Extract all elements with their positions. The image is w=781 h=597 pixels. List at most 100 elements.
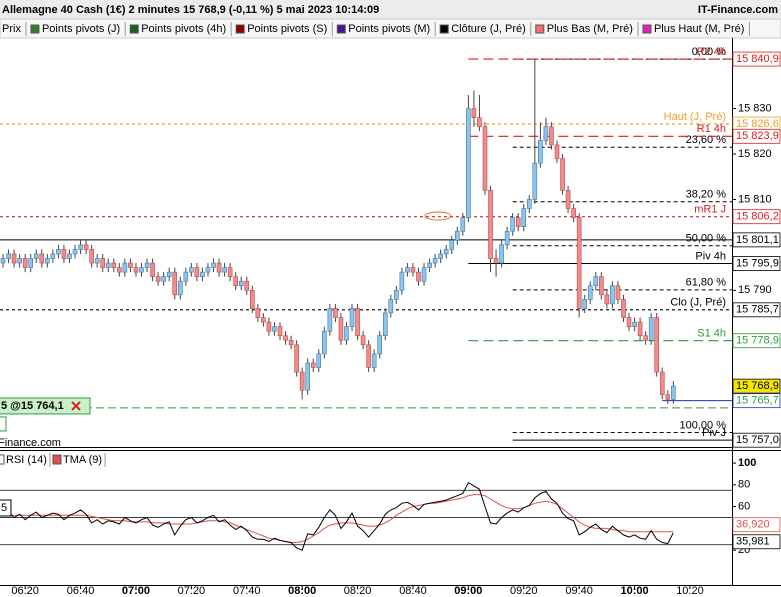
rsi-tick-label: 60	[738, 501, 750, 513]
candle-body	[50, 253, 56, 259]
candle-body	[560, 158, 565, 191]
fib-label: 0,00 %	[692, 46, 726, 58]
candle-body	[504, 230, 510, 246]
legend-item[interactable]: Clôture (J, Pré)	[451, 23, 526, 35]
candle-body	[654, 317, 660, 373]
candle-body	[582, 299, 588, 309]
price-box	[732, 333, 781, 349]
candle-body	[61, 249, 67, 259]
legend-item[interactable]: Plus Bas (M, Pré)	[547, 23, 633, 35]
candle-body	[416, 271, 421, 282]
price-box	[732, 432, 781, 448]
candle-body	[166, 271, 172, 277]
price-label: 15 795,9	[736, 257, 779, 269]
legend-swatch	[129, 24, 139, 34]
candle-body	[538, 140, 543, 164]
candle-body	[189, 267, 194, 273]
y-tick-label: 15 830	[738, 102, 772, 114]
candle-body	[587, 285, 593, 300]
rsi-legend-item[interactable]: TMA (9)	[63, 454, 102, 466]
legend-item[interactable]: Points pivots (S)	[247, 23, 327, 35]
candle-body	[0, 258, 6, 264]
y-tick-label: 15 790	[738, 284, 772, 296]
candle-body	[94, 258, 100, 264]
candle-body	[83, 244, 89, 250]
candle-body	[117, 267, 122, 273]
rsi-value-box	[732, 534, 781, 550]
position-box	[0, 397, 91, 415]
candle-body	[471, 108, 477, 118]
candle-body	[565, 190, 571, 209]
rsi-legend-swatch	[0, 454, 5, 465]
candle-body	[493, 258, 499, 264]
close-icon	[71, 401, 81, 411]
position-close[interactable]	[71, 401, 81, 411]
candle-body	[366, 344, 371, 368]
candle-body	[532, 162, 538, 200]
candle-body	[443, 249, 449, 255]
candle-body	[438, 253, 443, 259]
candle-body	[233, 276, 238, 287]
candle-body	[250, 289, 255, 309]
candle-body	[643, 335, 648, 341]
price-label: 15 826,6	[736, 118, 779, 130]
price-label: 15 840,9	[736, 53, 779, 65]
legend-swatch	[30, 24, 40, 34]
candle-body	[671, 385, 676, 400]
candle-body	[427, 262, 432, 268]
price-box	[732, 256, 781, 271]
legend-item[interactable]: Plus Haut (M, Pré)	[654, 23, 744, 35]
price-box	[732, 302, 781, 318]
candle-body	[28, 258, 34, 268]
candle-body	[39, 253, 45, 264]
x-tick-label: 10:00	[620, 585, 648, 597]
rsi-legend-item[interactable]: RSI (14)	[6, 454, 47, 466]
legend-item[interactable]: Points pivots (4h)	[141, 23, 226, 35]
rsi-tick-label: 100	[738, 457, 756, 469]
candle-body	[299, 371, 305, 391]
rsi-value-box	[732, 517, 781, 533]
candle-body	[344, 326, 349, 341]
title-bar	[0, 0, 781, 19]
legend-swatch	[235, 24, 245, 34]
level-label: Piv 4h	[695, 250, 726, 262]
x-tick-label: 07:20	[178, 585, 206, 597]
x-tick-label: 08:20	[344, 585, 372, 597]
candle-body	[526, 199, 532, 209]
candle-body	[183, 271, 189, 282]
level-label: Piv J	[702, 427, 726, 439]
candle-body	[122, 262, 128, 273]
rsi-tick-label: 80	[738, 479, 750, 491]
price-box	[732, 378, 781, 394]
candle-body	[593, 276, 599, 287]
x-tick-label: 10:20	[676, 585, 704, 597]
price-label: 15 806,2	[736, 211, 779, 223]
position-stop-box	[0, 416, 7, 432]
candle-body	[466, 108, 471, 218]
candle-body	[227, 267, 233, 277]
level-label: R2 4h	[697, 46, 726, 58]
candle-body	[128, 262, 133, 268]
level-label: Haut (J, Pré)	[664, 111, 726, 123]
candle-body	[22, 258, 28, 268]
position-label: 5 @15 764,1	[1, 400, 64, 412]
legend-bar	[0, 18, 781, 39]
legend-item[interactable]: Points pivots (M)	[348, 23, 430, 35]
candle-body	[554, 144, 560, 159]
candle-body	[615, 285, 621, 300]
price-label: 15 823,9	[736, 130, 779, 142]
candle-body	[637, 321, 643, 337]
candle-body	[382, 312, 388, 337]
candle-body	[626, 317, 632, 327]
legend-item[interactable]: Points pivots (J)	[42, 23, 120, 35]
candle-body	[543, 126, 549, 141]
candle-body	[177, 280, 183, 296]
candle-body	[150, 262, 155, 277]
price-box	[732, 393, 781, 409]
candle-body	[238, 280, 244, 287]
candle-body	[266, 321, 272, 332]
legend-item[interactable]: Prix	[2, 23, 21, 35]
x-tick-label: 09:40	[565, 585, 593, 597]
candle-body	[211, 262, 216, 268]
x-tick-label: 09:20	[510, 585, 538, 597]
